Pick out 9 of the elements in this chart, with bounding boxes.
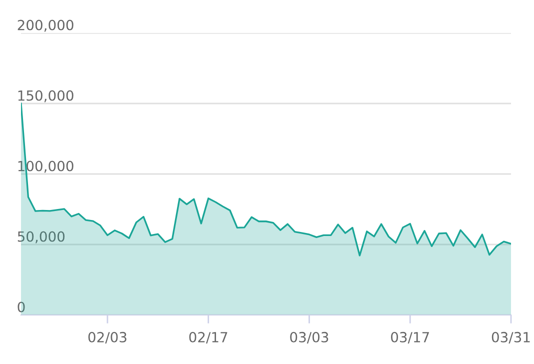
x-tick-label: 02/17 (189, 332, 228, 344)
y-tick-label: 150,000 (18, 90, 74, 102)
y-tick-label: 50,000 (18, 231, 65, 244)
x-tick-label: 03/03 (290, 332, 328, 344)
y-tick-label: 200,000 (18, 20, 74, 32)
x-tick-label: 03/31 (492, 332, 530, 344)
x-tick-label: 03/17 (391, 332, 429, 344)
x-tick-label: 02/03 (88, 332, 126, 344)
y-tick-label: 0 (18, 302, 25, 312)
